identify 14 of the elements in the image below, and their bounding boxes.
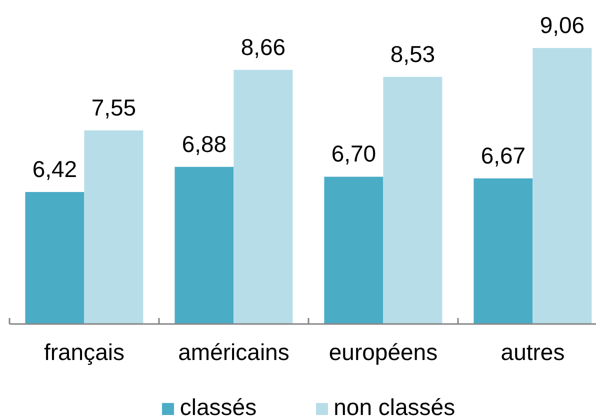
data-label: 6,70 <box>331 140 376 167</box>
x-tick-label: français <box>44 339 125 365</box>
data-label: 9,06 <box>540 12 585 38</box>
legend-label: classés <box>180 394 257 419</box>
x-tick-label: autres <box>500 339 565 365</box>
x-tick-label: américains <box>178 339 290 365</box>
data-label: 7,55 <box>91 94 136 120</box>
data-label: 6,88 <box>182 130 227 157</box>
data-label: 8,66 <box>240 34 286 60</box>
data-label: 6,42 <box>32 156 78 182</box>
x-tick-label: européens <box>328 339 438 365</box>
legend-label: non classés <box>334 394 456 419</box>
data-label: 6,67 <box>480 142 526 168</box>
data-label: 8,53 <box>390 40 436 67</box>
